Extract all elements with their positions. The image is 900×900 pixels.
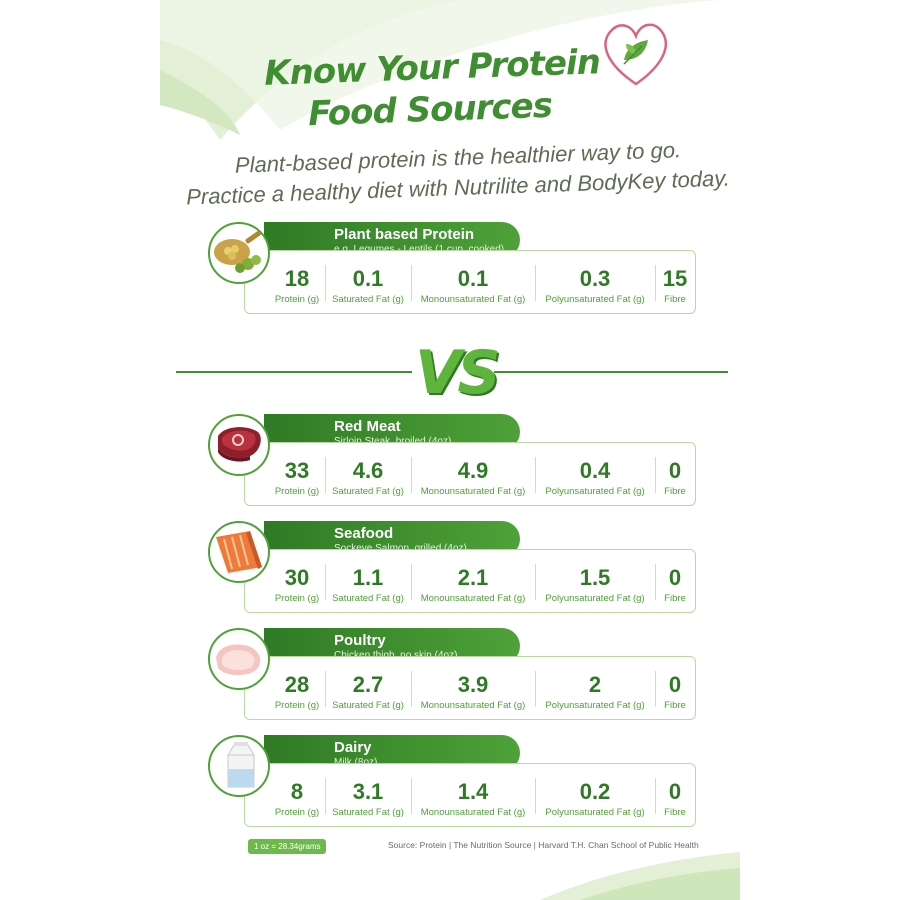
stat-fibre: 15 Fibre [662, 266, 688, 306]
stat-saturated-fat: 4.6 Saturated Fat (g) [332, 458, 404, 498]
nutrition-stats: 28 Protein (g) 2.7 Saturated Fat (g) 3.9 Mo… [244, 656, 696, 720]
food-example: Milk (8oz) [334, 757, 377, 768]
chicken-icon [208, 628, 270, 690]
stat-polyunsaturated-fat: 0.4 Polyunsaturated Fat (g) [545, 458, 645, 498]
nutrition-stats: 30 Protein (g) 1.1 Saturated Fat (g) 2.1 Mo… [244, 549, 696, 613]
stat-fibre: 0 Fibre [664, 672, 686, 712]
lentils-icon [208, 222, 270, 284]
food-example: e.g. Legumes - Lentils (1 cup, cooked) [334, 244, 504, 255]
salmon-icon [208, 521, 270, 583]
food-example: Sirloin Steak, broiled (4oz) [334, 436, 451, 447]
stat-saturated-fat: 1.1 Saturated Fat (g) [332, 565, 404, 605]
food-card-red-meat: Red Meat Sirloin Steak, broiled (4oz) 33… [208, 414, 698, 524]
stat-monounsaturated-fat: 1.4 Monounsaturated Fat (g) [420, 779, 526, 819]
heart-leaf-icon [604, 23, 667, 86]
source-citation: Source: Protein | The Nutrition Source |… [388, 840, 699, 850]
stat-saturated-fat: 3.1 Saturated Fat (g) [332, 779, 404, 819]
stat-polyunsaturated-fat: 0.3 Polyunsaturated Fat (g) [545, 266, 645, 306]
infographic-poster: Know Your Protein Food Sources Plant-bas… [160, 0, 740, 900]
food-name: Red Meat [334, 418, 401, 435]
nutrition-stats: 18 Protein (g) 0.1 Saturated Fat (g) 0.1 Mo… [244, 250, 696, 314]
food-card-seafood: Seafood Sockeye Salmon, grilled (4oz) 30… [208, 521, 698, 631]
food-example: Sockeye Salmon, grilled (4oz) [334, 543, 467, 554]
stat-fibre: 0 Fibre [664, 458, 686, 498]
food-name: Dairy [334, 739, 372, 756]
stat-saturated-fat: 0.1 Saturated Fat (g) [332, 266, 404, 306]
milk-carton-icon [208, 735, 270, 797]
stat-protein: 30 Protein (g) [274, 565, 320, 605]
vs-divider-left [176, 371, 412, 373]
stat-monounsaturated-fat: 4.9 Monounsaturated Fat (g) [420, 458, 526, 498]
unit-conversion-badge: 1 oz = 28.34grams [248, 839, 327, 854]
steak-icon [208, 414, 270, 476]
food-example: Chicken thigh, no skin (4oz) [334, 650, 457, 661]
food-name: Plant based Protein [334, 226, 475, 243]
food-card-plant: Plant based Protein e.g. Legumes - Lenti… [208, 222, 698, 332]
stat-polyunsaturated-fat: 1.5 Polyunsaturated Fat (g) [545, 565, 645, 605]
stat-protein: 18 Protein (g) [274, 266, 320, 306]
stat-polyunsaturated-fat: 2 Polyunsaturated Fat (g) [545, 672, 645, 712]
food-card-poultry: Poultry Chicken thigh, no skin (4oz) 28P… [208, 628, 698, 738]
vs-label: VS [415, 338, 501, 408]
stat-fibre: 0 Fibre [664, 565, 686, 605]
nutrition-stats: 8 Protein (g) 3.1 Saturated Fat (g) 1.4 Mon… [244, 763, 696, 827]
stat-protein: 8 Protein (g) [274, 779, 320, 819]
stat-protein: 33 Protein (g) [274, 458, 320, 498]
food-name: Seafood [334, 525, 394, 542]
stat-monounsaturated-fat: 0.1 Monounsaturated Fat (g) [420, 266, 526, 306]
stat-protein: 28 Protein (g) [274, 672, 320, 712]
stat-saturated-fat: 2.7 Saturated Fat (g) [332, 672, 404, 712]
food-name: Poultry [334, 632, 386, 649]
vs-divider-right [494, 371, 728, 373]
stat-fibre: 0 Fibre [664, 779, 686, 819]
nutrition-stats: 33 Protein (g) 4.6 Saturated Fat (g) 4.9 Mo… [244, 442, 696, 506]
stat-polyunsaturated-fat: 0.2 Polyunsaturated Fat (g) [545, 779, 645, 819]
stat-monounsaturated-fat: 3.9 Monounsaturated Fat (g) [420, 672, 526, 712]
stat-monounsaturated-fat: 2.1 Monounsaturated Fat (g) [420, 565, 526, 605]
background-swoosh [160, 0, 740, 900]
